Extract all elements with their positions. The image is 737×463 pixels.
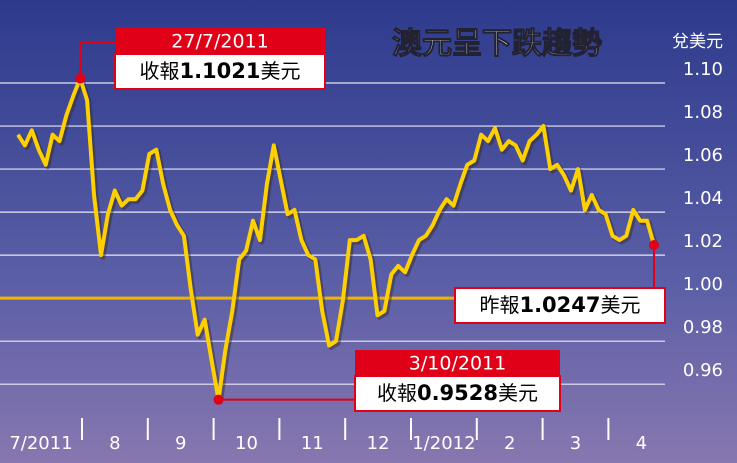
annotation-point	[75, 73, 86, 84]
annotation-text: 收報0.9528美元	[377, 381, 538, 406]
annotation-text: 昨報1.0247美元	[479, 293, 640, 318]
annotation-value: 1.0247	[519, 293, 600, 317]
annotation-prefix: 昨報	[479, 293, 519, 317]
annotation-box	[354, 375, 561, 412]
y-axis-label: 兌美元	[672, 32, 723, 52]
x-tick-label: 7/2011	[9, 433, 72, 454]
chart-title: 澳元呈下跌趨勢	[392, 27, 602, 62]
annotation-text: 收報1.1021美元	[139, 59, 300, 84]
x-tick-label: 3	[570, 433, 581, 454]
y-tick-label: 1.02	[683, 231, 723, 252]
annotation-value: 0.9528	[417, 381, 498, 405]
annotation-prefix: 收報	[139, 59, 179, 83]
annotation-point	[649, 240, 659, 251]
x-tick-label: 10	[235, 433, 258, 454]
annotation-date: 3/10/2011	[409, 353, 506, 375]
y-tick-label: 1.04	[683, 188, 723, 209]
annotation-value: 1.1021	[179, 59, 260, 83]
annotation-date: 27/7/2011	[171, 31, 268, 53]
y-tick-label: 0.96	[683, 360, 723, 381]
annotation-unit: 美元	[261, 59, 301, 83]
annotation-prefix: 收報	[377, 381, 417, 405]
x-tick-label: 12	[367, 433, 390, 454]
annotation-point	[213, 394, 224, 405]
y-tick-label: 0.98	[683, 317, 723, 338]
annotation-unit: 美元	[498, 381, 538, 405]
y-tick-label: 1.00	[683, 274, 723, 295]
y-tick-label: 1.10	[683, 59, 723, 80]
annotation-box	[454, 287, 666, 324]
x-tick-label: 4	[636, 433, 647, 454]
x-tick-label: 11	[301, 433, 324, 454]
line	[16, 76, 656, 402]
x-tick-label: 2	[504, 433, 515, 454]
annotation-box	[114, 53, 326, 90]
x-tick-label: 8	[109, 433, 120, 454]
y-tick-label: 1.08	[683, 102, 723, 123]
y-tick-label: 1.06	[683, 145, 723, 166]
x-tick-label: 1/2012	[412, 433, 475, 454]
annotation-header	[355, 350, 560, 376]
x-tick-label: 9	[175, 433, 186, 454]
annotation-line	[79, 41, 115, 79]
annotation-header	[115, 28, 325, 54]
annotation-unit: 美元	[601, 293, 641, 317]
